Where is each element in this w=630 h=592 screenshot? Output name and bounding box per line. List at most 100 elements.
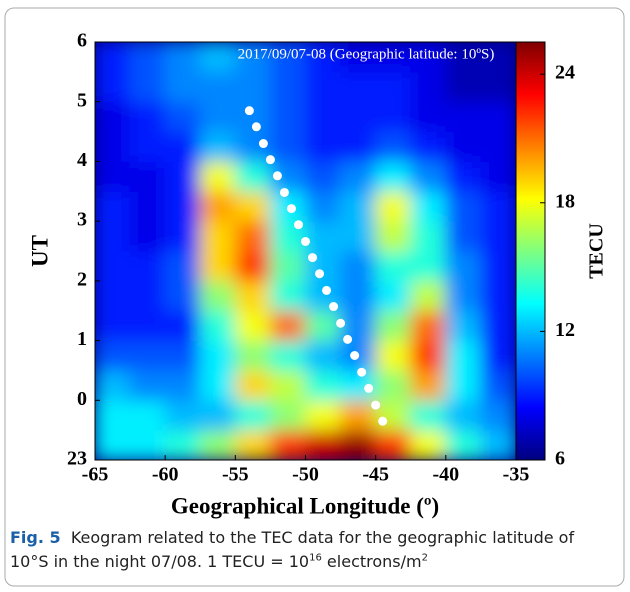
dot [357,367,367,377]
cell [375,71,412,103]
y-tick-label: 4 [77,149,87,171]
cell [340,131,377,162]
colorbar-tick-label: 6 [555,448,565,470]
cell [375,429,412,460]
cell [95,399,131,431]
cell [129,340,166,371]
y-tick-label: 2 [77,268,87,290]
cell [129,220,166,252]
cell [480,340,516,371]
cell [410,250,447,282]
cell [269,250,306,282]
dot [279,187,289,197]
cell [375,250,412,282]
cell [480,280,516,312]
cells [95,42,516,460]
cell [129,101,166,133]
cell [164,280,201,312]
caption-sup: 16 [309,552,322,564]
cell [410,131,447,162]
cell [234,160,271,192]
cell [199,71,236,103]
cell [129,160,166,192]
cell [129,280,166,312]
cell [164,250,201,282]
cell [375,131,412,162]
cell [375,190,412,222]
cell [410,369,447,401]
cell [410,160,447,192]
dot [329,302,339,312]
cell [480,160,516,192]
cell [234,220,271,252]
cell [164,310,201,342]
cell [445,340,482,371]
cell [269,101,306,133]
cell [480,399,516,431]
cell [445,369,482,401]
cell [340,190,377,222]
cell [164,190,201,222]
x-tick-label: -50 [292,464,319,486]
cell [305,101,342,133]
cell [269,131,306,162]
cell [199,250,236,282]
cell [199,340,236,371]
cell [410,42,447,73]
caption-text: electrons/m [321,552,422,571]
cell [410,429,447,460]
cell [340,220,377,252]
cell [95,131,131,162]
dot [293,220,303,230]
cell [164,131,201,162]
dot [286,204,296,214]
cell [305,131,342,162]
cell [269,71,306,103]
cell [199,429,236,460]
cell [480,101,516,133]
colorbar-tick-label: 24 [555,62,575,84]
cell [445,399,482,431]
cell [129,190,166,222]
x-tick-label: -55 [222,464,249,486]
cell [445,280,482,312]
cell [234,399,271,431]
cell [95,42,131,73]
caption-label: Fig. 5 [10,528,61,547]
cell [410,220,447,252]
cell [199,369,236,401]
cell [375,280,412,312]
cell [129,42,166,73]
dot [244,106,254,116]
cell [95,101,131,133]
colorbar [515,41,546,461]
cell [445,310,482,342]
y-tick-label: 5 [77,89,87,111]
y-tick-label: 23 [67,448,87,470]
dot [350,351,360,360]
cell [410,190,447,222]
frame [4,7,625,587]
colorbar-tick-label: 18 [555,190,575,212]
cell [199,310,236,342]
cell [340,42,377,73]
colorbar-tick-label: 12 [555,319,575,341]
cell [445,131,482,162]
cell [234,71,271,103]
caption-text: Keogram related to the TEC data for the … [70,528,575,547]
cell [445,429,482,460]
cell [234,310,271,342]
cell [269,42,306,73]
cell [129,429,166,460]
cell [445,220,482,252]
cell [410,399,447,431]
caption-text: 10°S in the night 07/08. 1 TECU = 10 [10,552,310,571]
dot [272,171,282,181]
cell [340,250,377,282]
cell [269,399,306,431]
cell [410,310,447,342]
cell [305,71,342,103]
cell [480,429,516,460]
